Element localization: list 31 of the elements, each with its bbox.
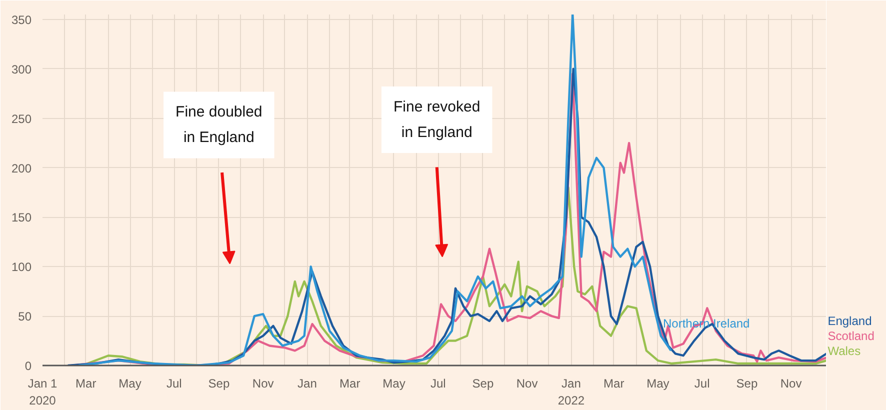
x-tick-label: Nov <box>780 376 802 390</box>
x-tick-label: Sep <box>472 376 494 390</box>
x-tick-label: Jul <box>166 376 182 390</box>
y-tick-label: 0 <box>24 359 32 373</box>
x-tick-label: Jan 1 2020 <box>28 376 58 408</box>
x-tick-label: Sep <box>208 376 230 390</box>
y-tick-label: 300 <box>11 62 32 76</box>
y-tick-label: 250 <box>11 112 32 126</box>
annotation: Fine doubled in England <box>176 104 262 146</box>
x-tick-label: Jan 2022 <box>558 376 585 408</box>
x-tick-label: Jul <box>694 376 710 390</box>
x-tick-label: Sep <box>736 376 758 390</box>
annotation: Fine revoked in England <box>393 98 480 141</box>
y-tick-label: 50 <box>18 310 32 324</box>
y-tick-label: 150 <box>11 210 32 225</box>
x-tick-label: May <box>118 376 142 390</box>
series-label: Scotland <box>828 329 874 344</box>
x-tick-label: Mar <box>340 376 360 390</box>
series-label: Wales <box>828 344 861 358</box>
x-tick-label: May <box>382 376 406 390</box>
y-tick-label: 200 <box>11 161 32 176</box>
x-tick-label: Nov <box>252 376 274 390</box>
y-tick-label: 350 <box>11 12 32 27</box>
x-tick-label: Mar <box>604 376 624 390</box>
text: England <box>828 314 872 328</box>
x-tick-label: Jul <box>430 376 446 390</box>
x-tick-label: Jan <box>298 376 317 390</box>
x-tick-label: Nov <box>516 376 538 390</box>
y-tick-label: 100 <box>11 260 32 274</box>
x-tick-label: Mar <box>76 376 96 390</box>
x-tick-label: May <box>646 376 670 390</box>
